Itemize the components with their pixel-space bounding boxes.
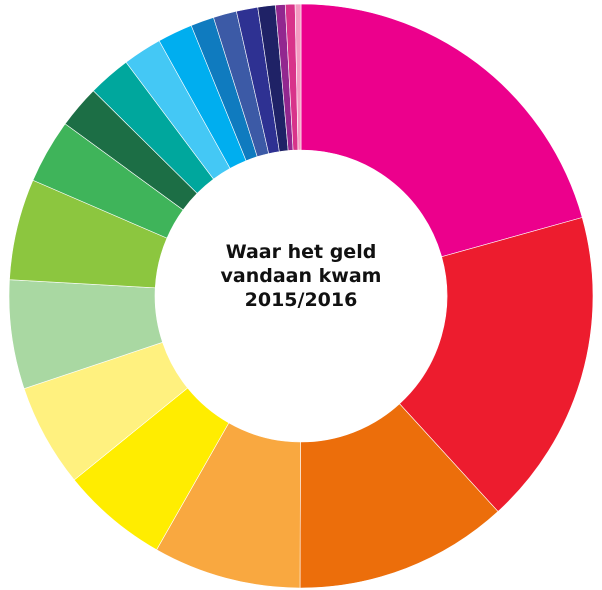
donut-slice-2 — [399, 217, 594, 512]
chart-title: Waar het geld vandaan kwam 2015/2016 — [201, 240, 401, 312]
chart-title-line-3: 2015/2016 — [244, 289, 358, 311]
chart-title-line-2: vandaan kwam — [220, 265, 382, 287]
chart-title-line-1: Waar het geld — [225, 241, 377, 263]
donut-slices — [8, 3, 594, 589]
donut-slice-1 — [300, 3, 583, 258]
donut-slice-20 — [294, 3, 302, 151]
donut-slice-3 — [299, 403, 499, 589]
